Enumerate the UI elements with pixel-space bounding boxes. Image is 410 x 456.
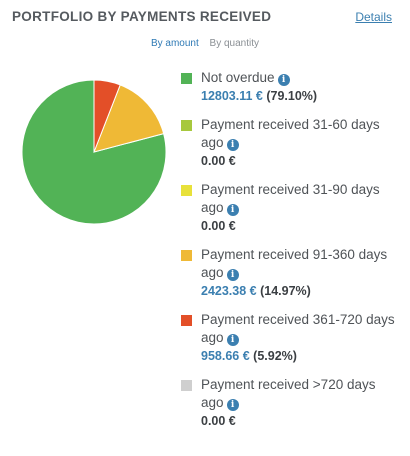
legend-label: Payment received 31-60 days ago i (201, 116, 380, 151)
percent-value: (5.92%) (253, 348, 297, 363)
widget-title: PORTFOLIO BY PAYMENTS RECEIVED (12, 9, 272, 24)
legend-value: 958.66 € (5.92%) (201, 348, 396, 365)
toggle-by-quantity[interactable]: By quantity (209, 38, 260, 49)
payments-pie-chart (21, 79, 167, 225)
amount-value: 0.00 € (201, 413, 236, 428)
legend-item-91-360-days: Payment received 91-360 days ago i 2423.3… (181, 246, 396, 300)
info-icon[interactable]: i (226, 139, 239, 151)
legend-item-over-720-days: Payment received >720 days ago i 0.00 € (181, 376, 396, 430)
percent-value: (79.10%) (266, 88, 318, 103)
legend-label: Payment received 361-720 days ago i (201, 311, 395, 346)
legend-swatch (181, 73, 192, 84)
details-link[interactable]: Details (355, 10, 392, 24)
legend-value: 2423.38 € (14.97%) (201, 283, 396, 300)
legend-item-31-90-days: Payment received 31-90 days ago i 0.00 € (181, 181, 396, 235)
info-icon[interactable]: i (226, 269, 239, 281)
info-icon[interactable]: i (226, 334, 239, 346)
legend-swatch (181, 379, 192, 391)
legend-value: 0.00 € (201, 153, 396, 170)
info-icon[interactable]: i (277, 74, 290, 86)
info-icon[interactable]: i (226, 204, 239, 216)
legend-value: 0.00 € (201, 413, 396, 430)
pie-slice-payment-received-91-360-days-ago[interactable] (93, 84, 165, 153)
legend-item-361-720-days: Payment received 361-720 days ago i 958.6… (181, 311, 396, 365)
view-toggle: By amount By quantity (0, 38, 410, 49)
legend-label: Not overdue i (201, 69, 396, 88)
amount-link[interactable]: 958.66 € (201, 348, 250, 363)
legend-item-not-overdue: Not overdue i 12803.11 € (79.10%) (181, 69, 396, 105)
legend-value: 12803.11 € (79.10%) (201, 88, 396, 105)
amount-value: 0.00 € (201, 153, 236, 168)
legend-swatch (181, 184, 192, 196)
legend-label: Payment received 91-360 days ago i (201, 246, 388, 281)
info-icon[interactable]: i (226, 399, 239, 411)
pie-slice-payment-received-361-720-days-ago[interactable] (93, 79, 121, 153)
legend-swatch (181, 314, 192, 326)
legend-label: Payment received 31-90 days ago i (201, 181, 380, 216)
chart-legend: Not overdue i 12803.11 € (79.10%) Payment… (181, 69, 396, 441)
amount-link[interactable]: 12803.11 € (201, 88, 263, 103)
widget-header: PORTFOLIO BY PAYMENTS RECEIVED Details (12, 9, 392, 29)
legend-label: Payment received >720 days ago i (201, 376, 376, 411)
legend-swatch (181, 119, 192, 131)
toggle-by-amount[interactable]: By amount (150, 38, 199, 49)
percent-value: (14.97%) (260, 283, 311, 298)
legend-value: 0.00 € (201, 218, 396, 235)
amount-link[interactable]: 2423.38 € (201, 283, 257, 298)
legend-item-31-60-days: Payment received 31-60 days ago i 0.00 € (181, 116, 396, 170)
legend-swatch (181, 249, 192, 261)
amount-value: 0.00 € (201, 218, 236, 233)
